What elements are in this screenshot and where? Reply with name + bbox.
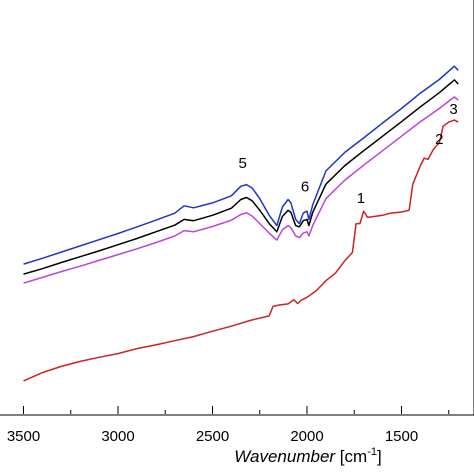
x-axis-title-close: ]: [377, 447, 382, 466]
series-layer: [23, 65, 459, 382]
x-axis: 3500 3000 2500 2000 1500: [7, 406, 450, 445]
spectrum-line-4: [23, 119, 459, 382]
plot-frame: [0, 0, 474, 416]
x-axis-title-sup: -1: [367, 446, 377, 458]
spectrum-line-1: [23, 65, 459, 265]
plot-area: 5 6 1 23: [0, 0, 474, 416]
spectrum-line-2: [23, 79, 459, 275]
peak-label-1: 1: [357, 190, 365, 207]
peak-label-2: 2: [435, 131, 443, 148]
x-tick-label-2000: 2000: [290, 428, 323, 445]
x-tick-label-3000: 3000: [101, 428, 134, 445]
peak-label-5: 5: [239, 155, 247, 172]
x-axis-title: Wavenumber [cm-1]: [234, 446, 381, 466]
annotation-layer: 5 6 1 23: [239, 101, 458, 207]
x-axis-title-unit: [cm: [335, 447, 367, 466]
x-tick-label-2500: 2500: [196, 428, 229, 445]
x-tick-label-1500: 1500: [385, 428, 418, 445]
spectrum-line-3: [23, 96, 459, 284]
peak-label-3: 3: [449, 101, 457, 118]
peak-label-6: 6: [301, 179, 309, 196]
x-tick-label-3500: 3500: [7, 428, 40, 445]
x-axis-title-main: Wavenumber: [234, 447, 336, 466]
